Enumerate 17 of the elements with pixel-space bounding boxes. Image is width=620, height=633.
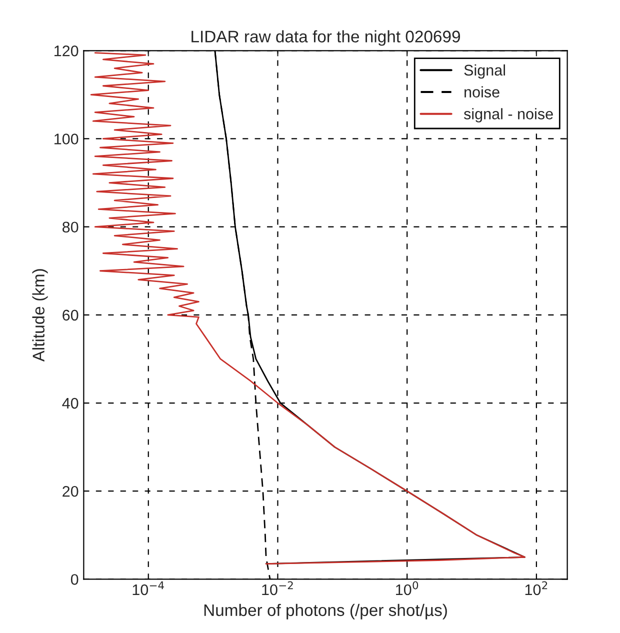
y-axis-title: Altitude (km) — [32, 269, 48, 362]
y-tick-label: 120 — [54, 46, 78, 56]
y-tick-label: 20 — [62, 486, 78, 497]
x-tick-label: 10$^{2}$ — [525, 581, 548, 596]
chart-title: LIDAR raw data for the night 020699 — [192, 30, 460, 46]
legend-label: signal - noise — [464, 108, 553, 122]
x-tick-label: 10$^{−2}$ — [262, 581, 293, 596]
y-tick-label: 80 — [62, 222, 78, 233]
legend-label: Signal — [464, 64, 505, 79]
y-tick-label: 40 — [62, 398, 78, 409]
legend-label: noise — [464, 86, 500, 98]
x-axis-title: Number of photons (/per shot/µs) — [204, 604, 447, 620]
y-tick-label: 60 — [62, 310, 78, 321]
x-tick-label: 10$^{−4}$ — [132, 581, 164, 596]
x-tick-label: 10$^{0}$ — [396, 581, 418, 596]
y-tick-label: 0 — [70, 574, 78, 585]
y-tick-label: 100 — [54, 134, 78, 144]
